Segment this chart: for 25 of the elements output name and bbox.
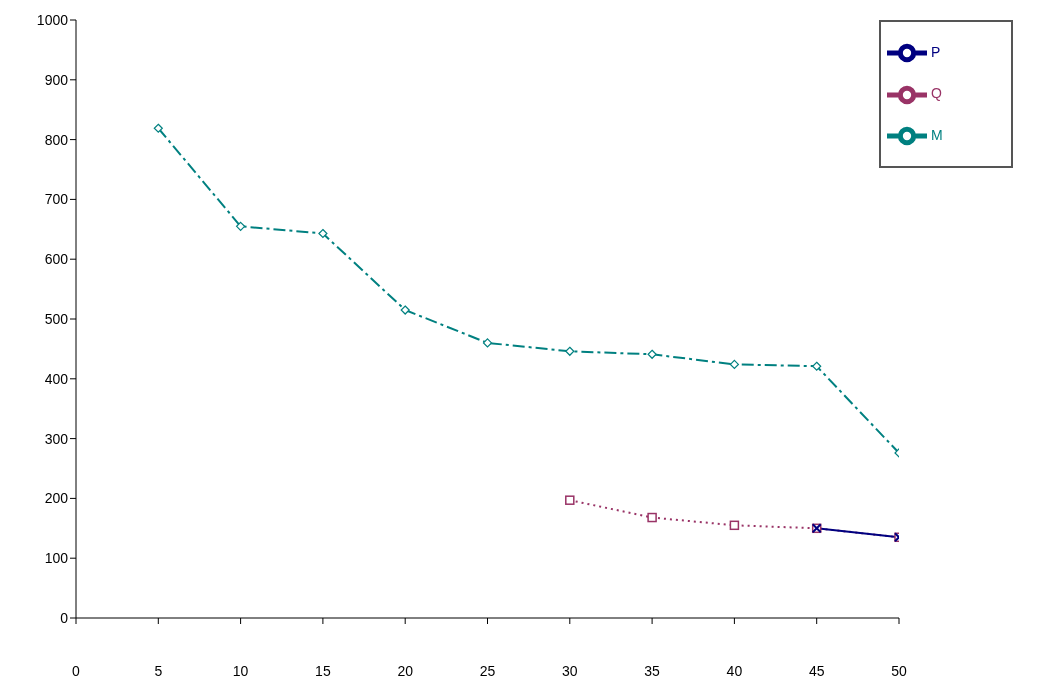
- legend-label: M: [931, 126, 943, 143]
- y-tick-label: 300: [44, 430, 69, 447]
- y-tick-label: 1000: [36, 11, 69, 28]
- x-tick-label: 30: [562, 662, 578, 679]
- x-tick-label: 50: [891, 662, 907, 679]
- x-tick-label: 5: [154, 662, 163, 679]
- legend-label: P: [931, 44, 941, 60]
- y-tick-label: 600: [44, 251, 69, 268]
- y-tick-label: 200: [44, 490, 69, 507]
- x-tick-label: 35: [644, 662, 661, 679]
- y-tick-label: 100: [44, 550, 69, 567]
- y-tick-label: 700: [44, 191, 69, 208]
- y-tick-label: 400: [44, 370, 69, 387]
- x-tick-label: 15: [315, 662, 331, 679]
- x-tick-label: 10: [232, 662, 249, 679]
- x-tick-label: 20: [397, 662, 414, 679]
- legend-label: Q: [931, 85, 942, 102]
- x-tick-label: 45: [808, 662, 825, 679]
- x-tick-label: 40: [726, 662, 743, 679]
- y-tick-label: 900: [44, 71, 69, 88]
- y-tick-label: 0: [60, 609, 69, 626]
- y-tick-label: 500: [44, 310, 69, 327]
- x-tick-label: 0: [72, 662, 81, 679]
- x-tick-label: 25: [479, 662, 496, 679]
- y-tick-label: 800: [44, 131, 69, 148]
